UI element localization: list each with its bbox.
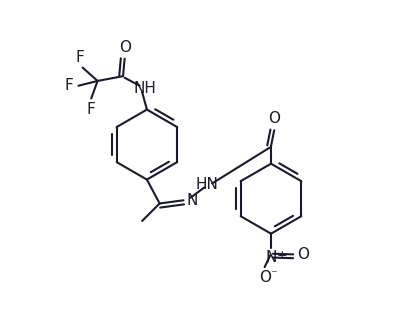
Text: HN: HN — [195, 177, 218, 192]
Text: NH: NH — [134, 82, 156, 96]
Text: N: N — [265, 250, 276, 265]
Text: F: F — [65, 78, 73, 93]
Text: O: O — [296, 247, 308, 262]
Text: +: + — [276, 249, 287, 262]
Text: F: F — [87, 102, 95, 117]
Text: F: F — [75, 50, 84, 65]
Text: ⁻: ⁻ — [270, 269, 276, 282]
Text: O: O — [267, 111, 279, 126]
Text: O: O — [118, 40, 130, 55]
Text: O: O — [258, 270, 270, 285]
Text: N: N — [186, 193, 198, 208]
